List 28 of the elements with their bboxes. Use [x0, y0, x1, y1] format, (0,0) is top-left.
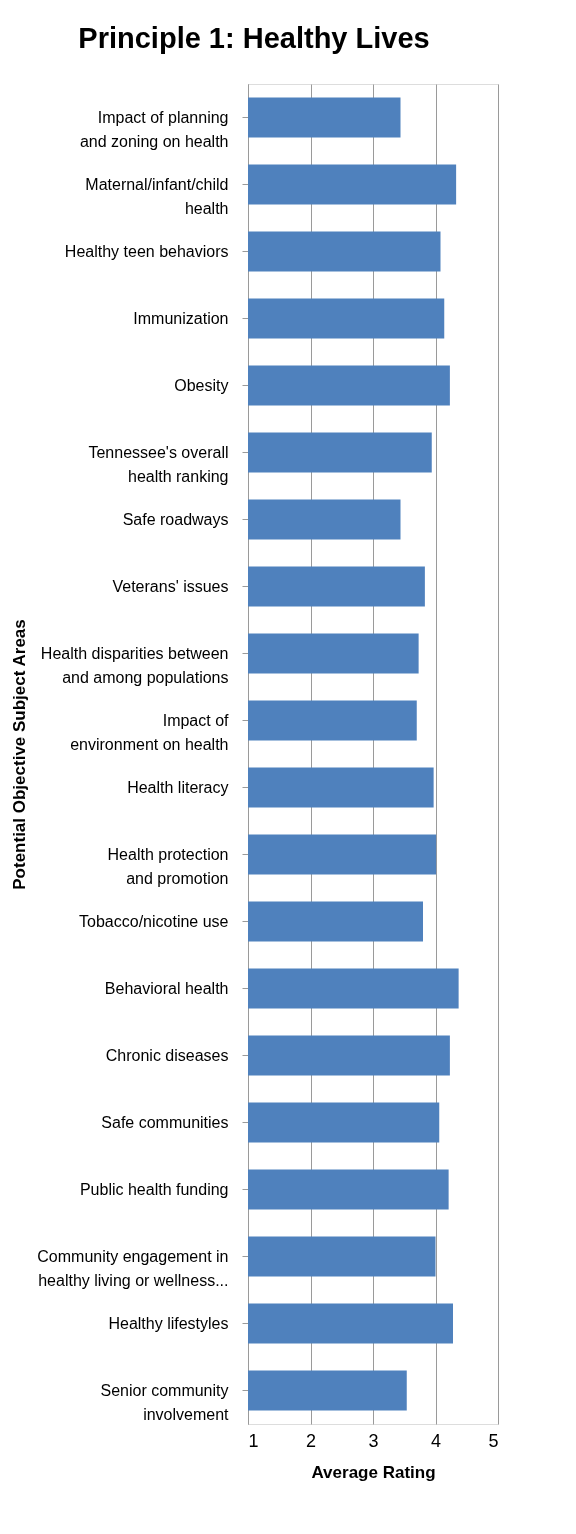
y-tick-label: Health disparities between and among populations: [40, 644, 229, 686]
x-tick-label: 1: [248, 1430, 259, 1451]
x-tick-label: 2: [305, 1430, 317, 1451]
y-tick-label: Obesity: [174, 376, 229, 394]
y-tick-label: Veterans' issues: [112, 577, 229, 595]
y-tick-label: Safe roadways: [122, 510, 229, 528]
y-tick-label: Safe communities: [101, 1113, 229, 1131]
y-tick-label: Impact of environment on health: [70, 711, 230, 753]
y-axis-title: Potential Objective Subject Areas: [9, 619, 29, 890]
y-tick-label: Healthy lifestyles: [108, 1314, 229, 1332]
y-tick-label: Health protection and promotion: [107, 845, 229, 887]
y-tick-label: Tennessee's overall health ranking: [88, 443, 229, 485]
y-tick-label: Chronic diseases: [105, 1046, 229, 1064]
y-tick-label: Community engagement in healthy living or wellness...: [37, 1247, 229, 1289]
y-tick-label: Behavioral health: [104, 979, 229, 997]
y-tick-label: Impact of planning and zoning on health: [79, 108, 229, 150]
x-tick-label: 4: [430, 1430, 442, 1451]
chart-title: Principle 1: Healthy Lives: [78, 22, 430, 54]
x-axis-title: Average Rating: [311, 1462, 436, 1482]
x-tick-label: 3: [368, 1430, 379, 1451]
y-tick-label: Health literacy: [127, 778, 229, 796]
y-tick-label: Senior community involvement: [100, 1381, 230, 1423]
y-tick-label: Tobacco/nicotine use: [79, 912, 229, 930]
y-tick-label: Maternal/infant/child health: [85, 175, 229, 217]
y-tick-label: Immunization: [133, 309, 229, 327]
y-tick-label: Healthy teen behaviors: [64, 242, 229, 260]
x-tick-label: 5: [488, 1430, 499, 1451]
y-tick-label: Public health funding: [79, 1180, 229, 1198]
